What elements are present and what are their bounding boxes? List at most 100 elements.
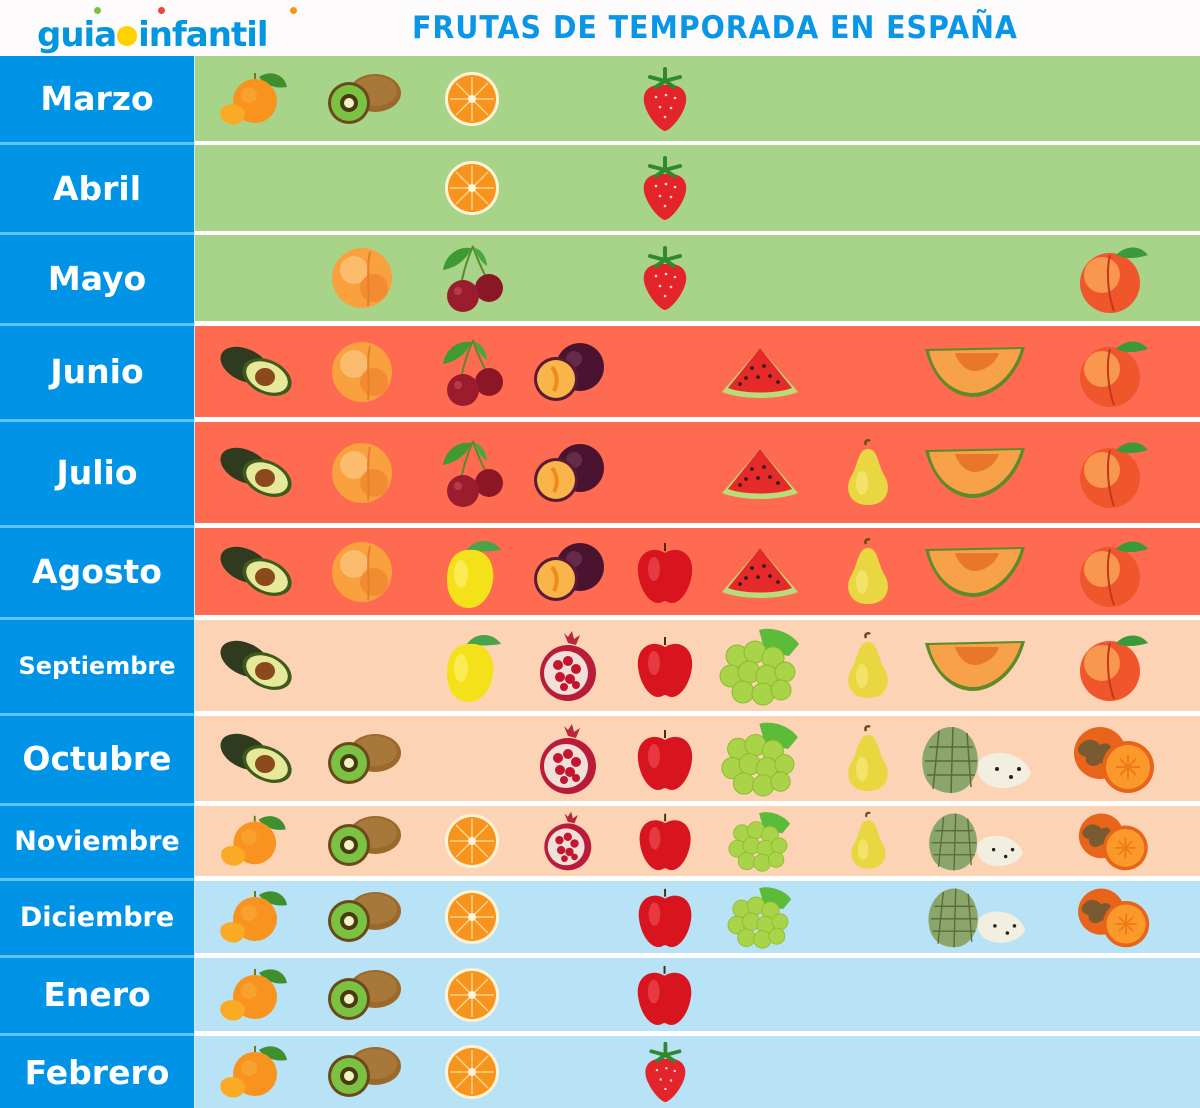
plum-icon (522, 422, 614, 523)
pomegranate-icon (522, 716, 614, 801)
mandarin-icon (209, 1036, 301, 1108)
mandarin-icon (209, 56, 301, 141)
month-row-junio: Junio (0, 323, 1200, 417)
avocado-icon (209, 326, 301, 417)
avocado-icon (209, 528, 301, 615)
month-label: Diciembre (19, 901, 175, 933)
apple-icon (619, 716, 711, 801)
pear-icon (822, 806, 914, 876)
month-divider (0, 525, 194, 528)
orange-slice-icon (426, 145, 518, 231)
logo-orange-dot (290, 7, 297, 14)
month-row-julio: Julio (0, 419, 1200, 523)
custard-apple-icon (915, 881, 1035, 953)
month-row-agosto: Agosto (0, 525, 1200, 615)
month-row-octubre: Octubre (0, 713, 1200, 801)
apple-icon (619, 881, 711, 953)
peach-icon (1066, 422, 1158, 523)
kiwi-icon (316, 806, 408, 876)
strawberry-icon (619, 145, 711, 231)
month-label: Enero (43, 975, 151, 1014)
strawberry-icon (619, 56, 711, 141)
month-label: Abril (52, 168, 142, 208)
apple-icon (619, 806, 711, 876)
mandarin-icon (209, 881, 301, 953)
logo-text-right: infantil (138, 15, 268, 55)
peach-icon (1066, 528, 1158, 615)
orange-slice-icon (426, 1036, 518, 1108)
month-label: Octubre (22, 739, 172, 778)
cherry-icon (426, 422, 518, 523)
month-divider (0, 323, 194, 326)
logo-text-left: guia (37, 15, 117, 55)
month-row-diciembre: Diciembre (0, 878, 1200, 953)
logo-green-dot (94, 7, 101, 14)
quince-icon (426, 620, 518, 711)
avocado-icon (209, 716, 301, 801)
grapes-icon (714, 716, 806, 801)
month-divider (0, 955, 194, 958)
peach-icon (1066, 326, 1158, 417)
month-label: Mayo (47, 258, 147, 298)
season-band-autumn (195, 620, 1200, 711)
pear-icon (822, 716, 914, 801)
month-divider (0, 419, 194, 422)
kiwi-icon (316, 1036, 408, 1108)
month-label: Junio (50, 352, 144, 391)
grapes-icon (714, 620, 806, 711)
grapes-icon (714, 806, 806, 876)
kiwi-icon (316, 881, 408, 953)
month-row-febrero: Febrero (0, 1033, 1200, 1108)
logo-red-dot (158, 7, 165, 14)
orange-slice-icon (426, 806, 518, 876)
pomegranate-icon (522, 806, 614, 876)
melon-icon (915, 620, 1035, 711)
month-divider (0, 617, 194, 620)
kiwi-icon (316, 716, 408, 801)
custard-apple-icon (915, 716, 1035, 801)
plum-icon (522, 326, 614, 417)
melon-icon (915, 326, 1035, 417)
quince-icon (426, 528, 518, 615)
persimmon-icon (1066, 806, 1158, 876)
header: guia infantil FRUTAS DE TEMPORADA EN ESP… (0, 0, 1200, 56)
strawberry-icon (619, 1036, 711, 1108)
persimmon-icon (1066, 881, 1158, 953)
apricot-icon (316, 326, 408, 417)
month-label: Marzo (40, 79, 154, 118)
pomegranate-icon (522, 620, 614, 711)
month-row-septiembre: Septiembre (0, 617, 1200, 711)
month-divider (0, 803, 194, 806)
month-divider (0, 878, 194, 881)
watermelon-icon (714, 326, 806, 417)
melon-icon (915, 528, 1035, 615)
logo-yellow-dot (117, 26, 138, 46)
guiainfantil-logo[interactable]: guia infantil (37, 2, 297, 55)
page-title: FRUTAS DE TEMPORADA EN ESPAÑA (412, 10, 1018, 46)
month-label: Noviembre (14, 825, 180, 857)
orange-slice-icon (426, 56, 518, 141)
peach-icon (1066, 620, 1158, 711)
month-label: Septiembre (18, 651, 176, 680)
seasonal-fruit-table: Marzo Abril Mayo Junio Julio Agosto Septiembre… (0, 56, 1200, 1108)
month-label: Agosto (32, 552, 162, 591)
grapes-icon (714, 881, 806, 953)
apricot-icon (316, 422, 408, 523)
month-divider (0, 142, 194, 145)
plum-icon (522, 528, 614, 615)
pear-icon (822, 528, 914, 615)
apple-icon (619, 528, 711, 615)
pear-icon (822, 422, 914, 523)
month-divider (0, 232, 194, 235)
orange-slice-icon (426, 958, 518, 1031)
apple-icon (619, 958, 711, 1031)
kiwi-icon (316, 958, 408, 1031)
mandarin-icon (209, 806, 301, 876)
strawberry-icon (619, 235, 711, 321)
apricot-icon (316, 235, 408, 321)
avocado-icon (209, 422, 301, 523)
watermelon-icon (714, 528, 806, 615)
custard-apple-icon (915, 806, 1035, 876)
month-column (0, 56, 194, 1108)
persimmon-icon (1066, 716, 1158, 801)
